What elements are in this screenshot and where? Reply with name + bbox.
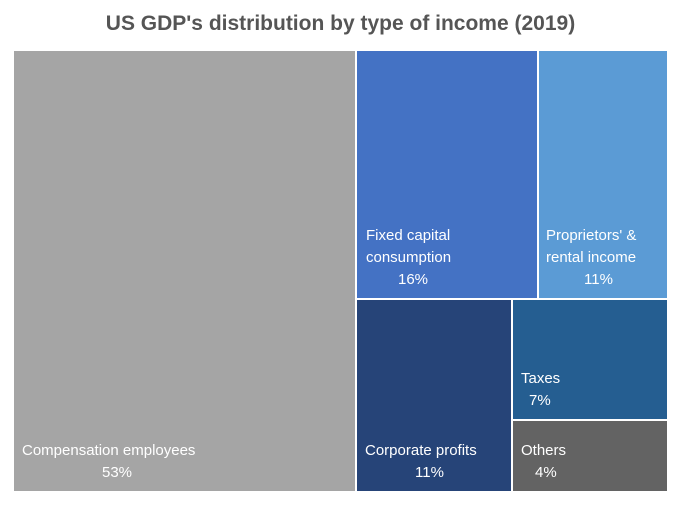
tile-name: rental income bbox=[546, 249, 637, 266]
tile-label: Corporate profits 11% bbox=[365, 440, 477, 484]
tile-value: 4% bbox=[535, 464, 557, 481]
tile-label: Others 4% bbox=[521, 440, 566, 484]
chart-title: US GDP's distribution by type of income … bbox=[105, 12, 576, 35]
tile-value: 11% bbox=[584, 271, 613, 288]
tile-name: Others bbox=[521, 442, 567, 459]
tile-label: Proprietors' & rental income 11% bbox=[546, 225, 636, 291]
tile-name: Fixed capital bbox=[366, 227, 451, 244]
tile-label: Fixed capital consumption 16% bbox=[366, 225, 451, 291]
tile-name: Corporate profits bbox=[365, 442, 477, 459]
tile-value: 7% bbox=[529, 392, 551, 409]
tile-value: 11% bbox=[415, 464, 444, 481]
tile-label: Compensation employees 53% bbox=[22, 440, 195, 484]
tile-label: Taxes 7% bbox=[521, 368, 560, 412]
treemap-tile bbox=[356, 50, 538, 299]
tile-name: Proprietors' & bbox=[546, 227, 637, 244]
tile-name: Compensation employees bbox=[22, 442, 196, 459]
tile-value: 53% bbox=[102, 464, 133, 481]
treemap-tile bbox=[13, 50, 356, 492]
treemap-tile bbox=[512, 420, 668, 492]
tile-name: consumption bbox=[366, 249, 452, 266]
treemap-tile bbox=[538, 50, 668, 299]
tile-name: Taxes bbox=[521, 370, 561, 387]
treemap-tile bbox=[356, 299, 512, 492]
tile-value: 16% bbox=[398, 271, 429, 288]
treemap-tile bbox=[512, 299, 668, 420]
